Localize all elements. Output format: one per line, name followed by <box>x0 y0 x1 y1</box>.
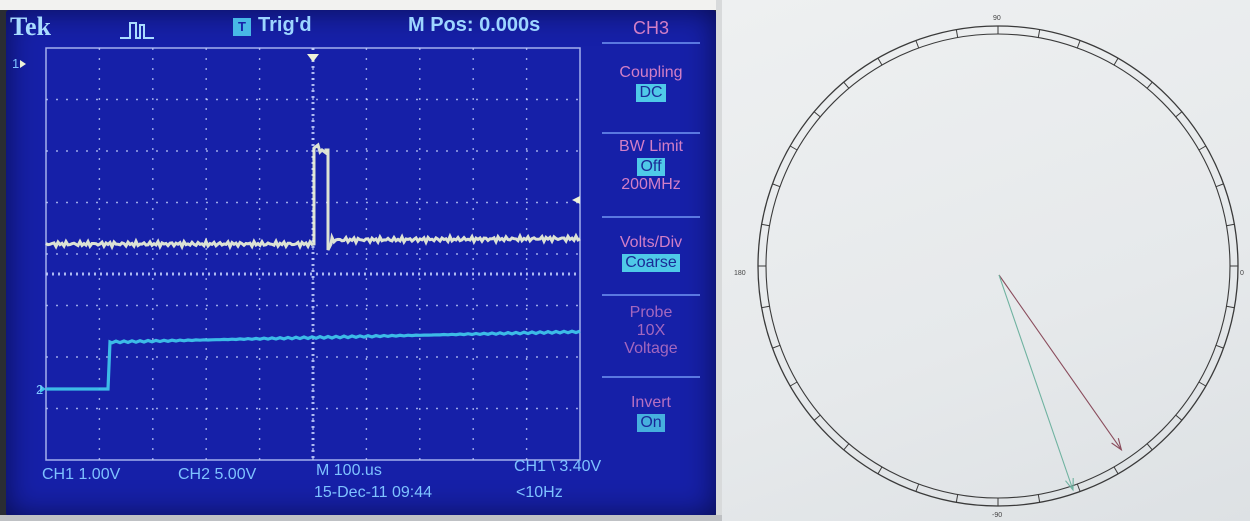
menu-divider <box>602 132 700 134</box>
trigger-badge: T <box>233 18 251 36</box>
polar-ring <box>757 25 1239 507</box>
ch1-ground-marker <box>20 60 26 68</box>
outer-circle <box>757 25 1239 507</box>
menu-probe[interactable]: Probe 10X Voltage <box>598 304 704 358</box>
ch1-marker: 1 <box>12 56 20 71</box>
vector-teal-arrowhead <box>1065 477 1074 492</box>
probe-sub2: Voltage <box>624 340 678 357</box>
oscilloscope-screen <box>6 10 716 516</box>
polar-plot-photo: 90 180 0 -90 <box>722 0 1250 521</box>
bezel-right <box>716 0 722 521</box>
bezel-top <box>0 0 722 10</box>
horizontal-position: M Pos: 0.000s <box>408 14 541 36</box>
polar-label-left: 180 <box>734 270 746 277</box>
bw-limit-sub: 200MHz <box>621 176 681 193</box>
bezel-bottom <box>0 515 722 521</box>
oscilloscope-photo: Tek T Trig'd M Pos: 0.000s CH3 Coupling … <box>0 0 722 521</box>
trigger-position-marker <box>307 54 319 62</box>
volts-div-value: Coarse <box>622 254 680 272</box>
vector-teal <box>998 274 1074 491</box>
menu-bw-limit[interactable]: BW Limit Off 200MHz <box>598 138 704 194</box>
volts-div-label: Volts/Div <box>619 234 683 251</box>
bw-limit-value: Off <box>637 158 665 176</box>
trigger-level-marker <box>572 196 580 204</box>
probe-sub: 10X <box>636 322 666 339</box>
polar-label-top: 90 <box>993 15 1001 22</box>
trigger-status: Trig'd <box>258 14 312 36</box>
invert-label: Invert <box>630 394 671 411</box>
trigger-level: CH1 \ 3.40V <box>514 458 602 475</box>
menu-divider <box>602 216 700 218</box>
brand-logo: Tek <box>10 12 51 41</box>
vector-red-arrowhead <box>1111 438 1123 452</box>
graticule-grid <box>46 48 580 460</box>
ch3-side-menu: CH3 Coupling DC BW Limit Off 200MHz Volt… <box>598 14 704 466</box>
polar-plot <box>757 25 1239 507</box>
menu-coupling[interactable]: Coupling DC <box>598 64 704 102</box>
acquisition-icon <box>120 20 154 44</box>
invert-value: On <box>637 414 665 432</box>
vector-red <box>998 274 1122 451</box>
coupling-label: Coupling <box>619 64 683 81</box>
menu-divider <box>602 376 700 378</box>
menu-title: CH3 <box>632 18 669 38</box>
ch1-trace <box>45 142 581 251</box>
polar-label-bottom: -90 <box>992 512 1003 519</box>
probe-label: Probe <box>629 304 673 321</box>
ch1-scale: CH1 1.00V <box>42 466 121 483</box>
oscilloscope-display <box>0 0 722 521</box>
menu-volts-div[interactable]: Volts/Div Coarse <box>598 234 704 272</box>
coupling-value: DC <box>636 84 666 102</box>
time-scale: M 100.us <box>316 462 382 479</box>
date-time: 15-Dec-11 09:44 <box>314 484 432 501</box>
polar-label-right: 0 <box>1240 270 1244 277</box>
menu-divider <box>602 294 700 296</box>
frequency-readout: <10Hz <box>516 484 563 501</box>
ch2-scale: CH2 5.00V <box>178 466 257 483</box>
bw-limit-label: BW Limit <box>619 138 683 155</box>
ch2-marker: 2 <box>36 382 44 397</box>
ch2-ground-marker <box>40 385 46 393</box>
menu-divider <box>602 42 700 44</box>
inner-circle <box>765 33 1231 499</box>
menu-invert[interactable]: Invert On <box>598 394 704 432</box>
ch2-trace <box>46 329 581 391</box>
